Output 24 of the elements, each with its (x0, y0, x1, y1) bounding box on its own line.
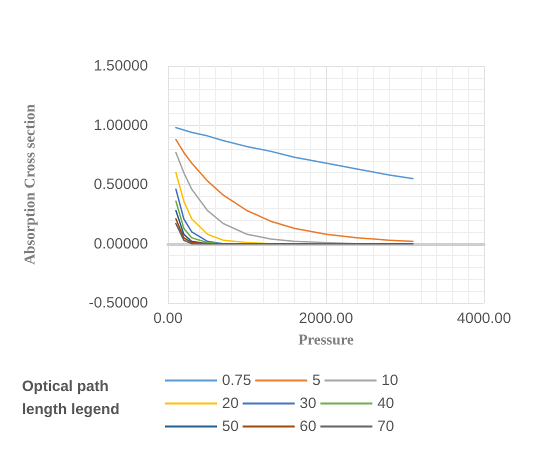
line-series (175, 210, 208, 244)
line-series (175, 188, 224, 244)
y-tick-label: 0.00000 (94, 235, 148, 252)
y-axis-title: Absorption Cross section (22, 104, 38, 265)
x-tick-label: 2000.00 (298, 310, 354, 327)
legend-title: Optical path length legend (22, 378, 120, 418)
line-series (175, 138, 414, 242)
y-tick-label: 0.50000 (94, 176, 148, 193)
x-tick-label: 4000.00 (456, 310, 512, 327)
x-axis-title: Pressure (298, 332, 354, 348)
y-tick-label: 1.50000 (94, 58, 148, 74)
y-tick-label: 1.00000 (94, 116, 148, 134)
legend-label: 0.75 (222, 372, 252, 389)
legend-label: 10 (382, 372, 398, 389)
legend-label: 5 (312, 372, 321, 389)
legend-label: 70 (377, 418, 394, 435)
x-tick-label: 0.00 (153, 310, 183, 327)
legend-label: 50 (222, 418, 239, 435)
legend-label: 60 (300, 418, 316, 435)
legend-label: 30 (300, 395, 316, 412)
line-series (175, 126, 414, 180)
legend-label: 40 (377, 395, 394, 412)
y-tick-label: -0.50000 (88, 294, 148, 312)
legend-label: 20 (222, 395, 239, 412)
